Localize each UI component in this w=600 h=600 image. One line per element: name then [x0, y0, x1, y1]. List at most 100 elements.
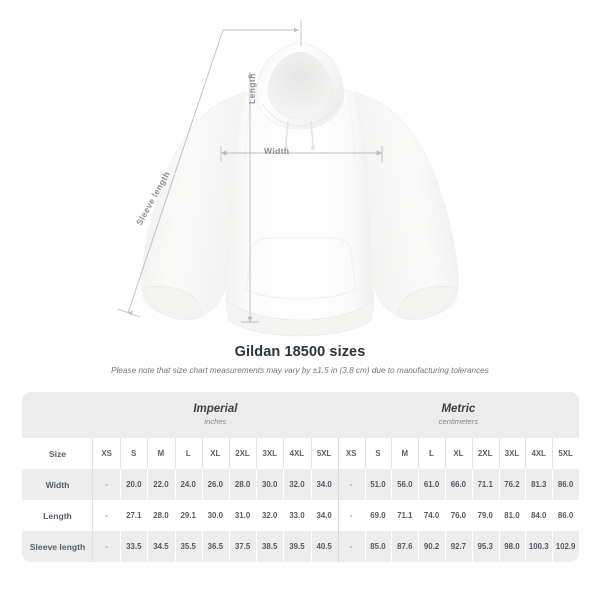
cell-width-metric-2xl: 71.1	[471, 469, 499, 500]
kangaroo-pocket	[245, 237, 357, 300]
width-arrow-left	[221, 150, 227, 156]
col-header-imperial-m: M	[147, 438, 175, 469]
tolerance-note: Please note that size chart measurements…	[111, 366, 489, 375]
cell-length-imperial-xs: -	[93, 500, 121, 531]
cell-sleeve-metric-xl: 92.7	[444, 531, 472, 562]
cell-sleeve-imperial-5xl: 40.5	[310, 531, 338, 562]
right-cuff	[396, 286, 458, 321]
cell-width-imperial-5xl: 34.0	[310, 469, 338, 500]
col-header-metric-2xl: 2XL	[471, 438, 499, 469]
cell-length-imperial-m: 28.0	[147, 500, 175, 531]
shoulder-seam-right	[347, 95, 356, 163]
cell-length-imperial-5xl: 34.0	[310, 500, 338, 531]
col-header-metric-xs: XS	[337, 438, 365, 469]
width-measurement-label: Width	[264, 146, 290, 156]
size-header-row: Size XS S M L XL 2XL 3XL 4XL 5XL XS S M …	[22, 438, 579, 469]
row-label-length: Length	[22, 500, 93, 531]
cell-width-metric-5xl: 86.0	[552, 469, 579, 500]
hoodie-illustration: Length Width Sleeve length	[117, 20, 459, 336]
col-header-metric-l: L	[418, 438, 445, 469]
shoulder-seam-left	[244, 95, 253, 163]
cell-length-metric-l: 74.0	[418, 500, 445, 531]
unit-sub-metric: centimeters	[438, 417, 478, 427]
col-header-imperial-3xl: 3XL	[256, 438, 284, 469]
garment-body	[141, 42, 459, 336]
cell-sleeve-imperial-s: 33.5	[120, 531, 148, 562]
top-guide-arrow	[294, 27, 299, 33]
cell-width-imperial-m: 22.0	[147, 469, 175, 500]
cell-width-metric-m: 56.0	[391, 469, 419, 500]
cell-length-metric-xl: 76.0	[444, 500, 472, 531]
sleeve-length-endcap	[117, 308, 141, 318]
cell-length-metric-s: 69.0	[364, 500, 392, 531]
table-row: Sleeve length - 33.5 34.5 35.5 36.5 37.5…	[22, 531, 579, 562]
cell-length-imperial-2xl: 31.0	[228, 500, 257, 531]
cell-sleeve-imperial-xl: 36.5	[201, 531, 229, 562]
cell-length-metric-xs: -	[337, 500, 365, 531]
waistband	[225, 299, 375, 336]
cell-width-imperial-2xl: 28.0	[228, 469, 257, 500]
cell-length-metric-3xl: 81.0	[498, 500, 526, 531]
collar-seam	[261, 103, 339, 127]
cell-width-imperial-4xl: 32.0	[283, 469, 311, 500]
cell-width-imperial-3xl: 30.0	[256, 469, 284, 500]
hood-opening	[267, 51, 333, 120]
cell-sleeve-metric-4xl: 100.3	[525, 531, 553, 562]
length-arrow-top	[247, 72, 253, 78]
sleeve-length-line	[127, 29, 224, 314]
col-header-metric-3xl: 3XL	[498, 438, 526, 469]
unit-sub-imperial: inches	[204, 417, 227, 427]
cell-width-imperial-s: 20.0	[120, 469, 148, 500]
cell-width-metric-xl: 66.0	[444, 469, 472, 500]
size-header-label: Size	[22, 438, 93, 469]
col-header-imperial-s: S	[120, 438, 148, 469]
cell-width-metric-l: 61.0	[418, 469, 445, 500]
unit-header-row: Imperial inches Metric centimeters	[22, 392, 579, 438]
cell-sleeve-imperial-3xl: 38.5	[256, 531, 284, 562]
col-header-metric-5xl: 5XL	[552, 438, 579, 469]
col-header-metric-4xl: 4XL	[525, 438, 553, 469]
col-header-imperial-xs: XS	[93, 438, 121, 469]
cell-length-metric-4xl: 84.0	[525, 500, 553, 531]
cell-width-metric-xs: -	[337, 469, 365, 500]
table-row: Length - 27.1 28.0 29.1 30.0 31.0 32.0 3…	[22, 500, 579, 531]
cell-sleeve-metric-2xl: 95.3	[471, 531, 499, 562]
cell-width-imperial-xs: -	[93, 469, 121, 500]
cell-length-imperial-l: 29.1	[174, 500, 202, 531]
col-header-imperial-xl: XL	[201, 438, 229, 469]
unit-header-imperial: Imperial inches	[93, 392, 338, 438]
cell-sleeve-imperial-l: 35.5	[174, 531, 202, 562]
cell-length-imperial-s: 27.1	[120, 500, 148, 531]
col-header-metric-s: S	[364, 438, 392, 469]
drawstring-left	[285, 121, 289, 147]
unit-name-imperial: Imperial	[193, 403, 238, 416]
cell-width-imperial-l: 24.0	[174, 469, 202, 500]
table-row: Width - 20.0 22.0 24.0 26.0 28.0 30.0 32…	[22, 469, 579, 500]
cell-length-metric-m: 71.1	[391, 500, 419, 531]
measurement-lines	[117, 20, 383, 323]
cell-sleeve-metric-s: 85.0	[364, 531, 392, 562]
drawstring-tip-right	[310, 145, 316, 151]
drawstring-tip-left	[283, 145, 289, 151]
cell-length-imperial-4xl: 33.0	[283, 500, 311, 531]
row-label-sleeve-length: Sleeve length	[22, 531, 93, 562]
drawstring-right	[310, 121, 314, 147]
cell-length-metric-5xl: 86.0	[552, 500, 579, 531]
col-header-metric-m: M	[391, 438, 419, 469]
col-header-imperial-l: L	[174, 438, 202, 469]
unit-header-metric: Metric centimeters	[337, 392, 579, 438]
length-arrow-bottom	[247, 316, 253, 322]
unit-name-metric: Metric	[441, 403, 476, 416]
title-block: Gildan 18500 sizes Please note that size…	[0, 344, 600, 375]
cell-sleeve-metric-m: 87.6	[391, 531, 419, 562]
cell-sleeve-imperial-2xl: 37.5	[228, 531, 257, 562]
cell-width-metric-3xl: 76.2	[498, 469, 526, 500]
left-cuff	[142, 286, 204, 321]
cell-sleeve-imperial-m: 34.5	[147, 531, 175, 562]
cell-length-imperial-xl: 30.0	[201, 500, 229, 531]
cell-sleeve-metric-xs: -	[337, 531, 365, 562]
cell-width-imperial-xl: 26.0	[201, 469, 229, 500]
cell-sleeve-metric-3xl: 98.0	[498, 531, 526, 562]
cell-sleeve-metric-l: 90.2	[418, 531, 445, 562]
